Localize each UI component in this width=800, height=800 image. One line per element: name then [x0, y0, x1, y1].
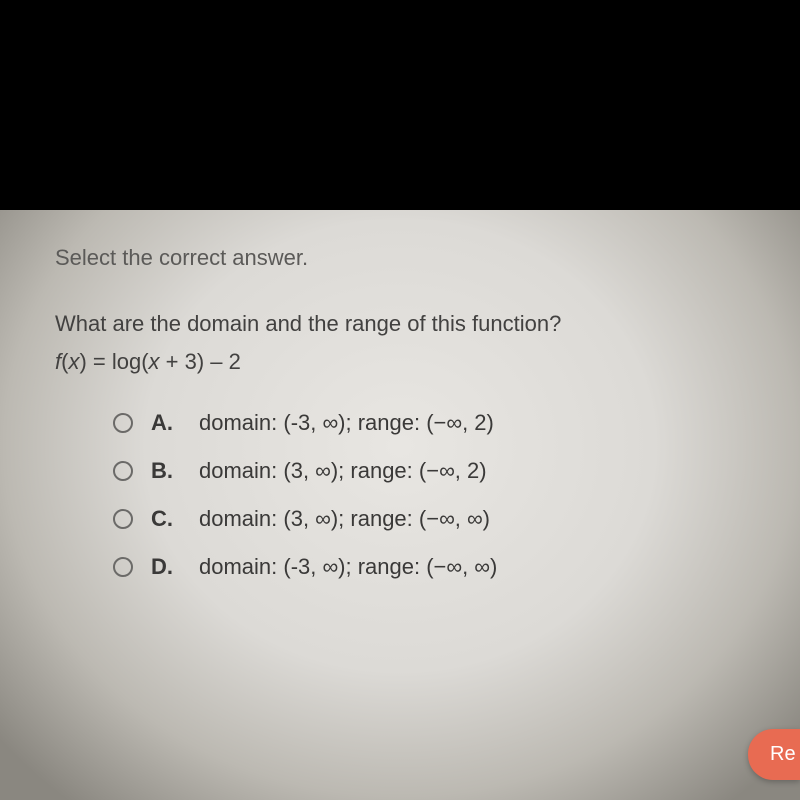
option-a-text: domain: (-3, ∞); range: (−∞, 2) [199, 410, 494, 436]
radio-b[interactable] [113, 461, 133, 481]
radio-d[interactable] [113, 557, 133, 577]
instruction-text: Select the correct answer. [55, 245, 750, 271]
radio-a[interactable] [113, 413, 133, 433]
option-d-letter: D. [151, 554, 199, 580]
option-a[interactable]: A. domain: (-3, ∞); range: (−∞, 2) [113, 410, 750, 436]
top-black-bar [0, 0, 800, 210]
option-d-text: domain: (-3, ∞); range: (−∞, ∞) [199, 554, 497, 580]
option-c-letter: C. [151, 506, 199, 532]
function-expression: f(x) = log(x + 3) – 2 [55, 349, 750, 375]
option-c[interactable]: C. domain: (3, ∞); range: (−∞, ∞) [113, 506, 750, 532]
reset-button[interactable]: Re [748, 729, 800, 780]
radio-c[interactable] [113, 509, 133, 529]
option-d[interactable]: D. domain: (-3, ∞); range: (−∞, ∞) [113, 554, 750, 580]
option-a-letter: A. [151, 410, 199, 436]
option-b-letter: B. [151, 458, 199, 484]
option-c-text: domain: (3, ∞); range: (−∞, ∞) [199, 506, 490, 532]
question-text: What are the domain and the range of thi… [55, 311, 750, 337]
option-b-text: domain: (3, ∞); range: (−∞, 2) [199, 458, 487, 484]
option-b[interactable]: B. domain: (3, ∞); range: (−∞, 2) [113, 458, 750, 484]
options-list: A. domain: (-3, ∞); range: (−∞, 2) B. do… [55, 410, 750, 580]
question-panel: Select the correct answer. What are the … [0, 210, 800, 800]
